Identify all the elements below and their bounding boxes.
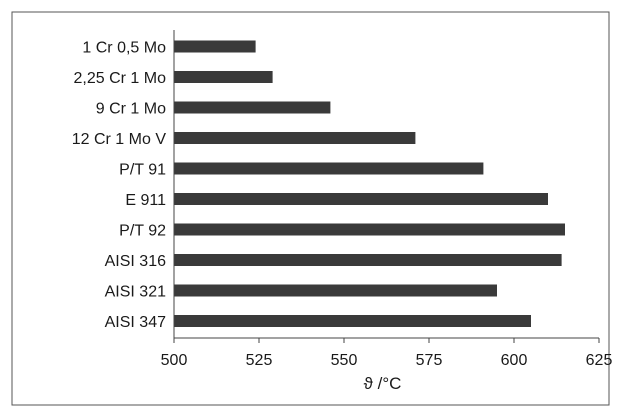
bar [174, 162, 484, 175]
bar [174, 284, 497, 297]
bar [174, 223, 565, 236]
bar [174, 132, 416, 144]
y-tick-label: P/T 92 [119, 223, 166, 240]
bar [174, 315, 531, 327]
x-tick-label: 525 [246, 352, 273, 369]
y-tick-label: AISI 347 [105, 314, 166, 331]
chart-border [11, 11, 610, 406]
x-axis-label: ϑ /°C [364, 374, 402, 393]
bar [174, 254, 562, 266]
bar [174, 71, 273, 83]
y-tick-label: 12 Cr 1 Mo V [72, 131, 167, 148]
x-tick-label: 550 [331, 352, 358, 369]
bar [174, 101, 331, 114]
y-tick-label: AISI 321 [105, 284, 166, 301]
bar [174, 193, 548, 205]
y-tick-label: E 911 [125, 192, 166, 209]
y-tick-label: AISI 316 [105, 253, 166, 270]
y-tick-label: 1 Cr 0,5 Mo [82, 40, 166, 57]
bar [174, 40, 256, 53]
x-tick-label: 600 [501, 352, 528, 369]
y-tick-label: P/T 91 [119, 162, 166, 179]
x-tick-label: 575 [416, 352, 443, 369]
x-tick-label: 625 [586, 352, 613, 369]
y-tick-label: 2,25 Cr 1 Mo [74, 70, 167, 87]
x-tick-label: 500 [161, 352, 188, 369]
y-tick-label: 9 Cr 1 Mo [96, 101, 166, 118]
